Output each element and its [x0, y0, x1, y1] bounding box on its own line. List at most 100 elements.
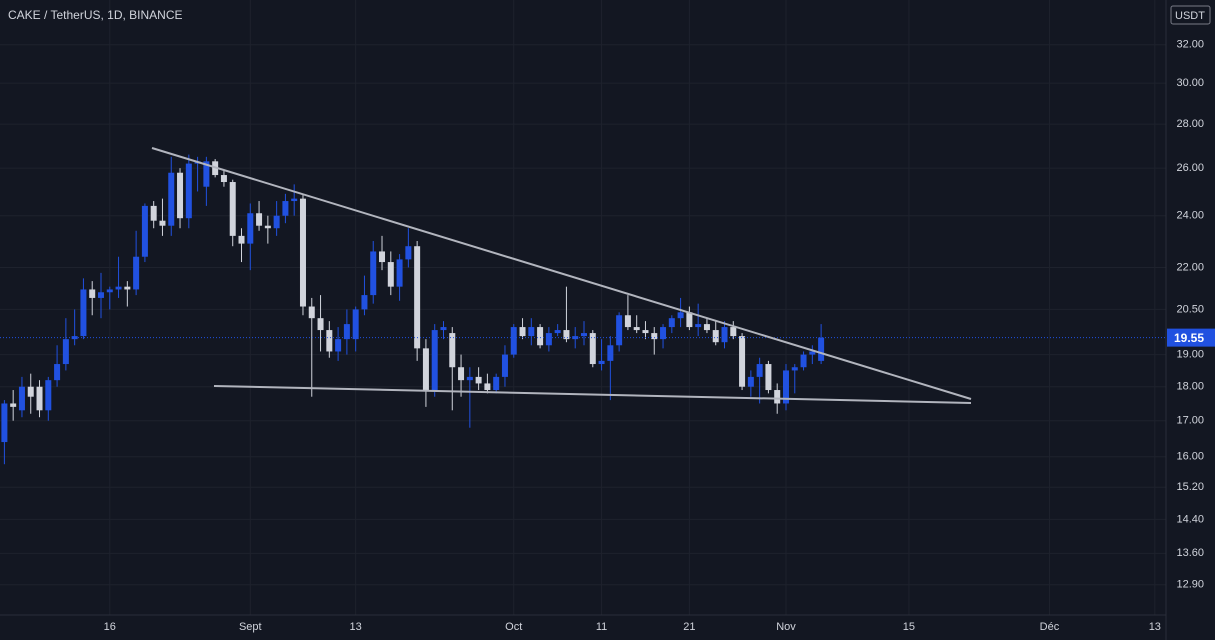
candle-body: [335, 339, 342, 352]
y-tick-label: 28.00: [1176, 118, 1204, 130]
candle-body: [203, 161, 210, 187]
candle-body: [168, 172, 175, 226]
candle-body: [642, 330, 649, 334]
candle-body: [27, 386, 34, 397]
candle-body: [440, 327, 447, 331]
candle-body: [589, 333, 596, 365]
candle-body: [449, 333, 456, 368]
trendline-upper: [151, 147, 972, 400]
candle-body: [97, 292, 104, 298]
x-tick-label: 13: [1149, 621, 1161, 633]
candle-body: [282, 201, 289, 216]
y-tick-label: 18.00: [1176, 381, 1204, 393]
y-tick-label: 32.00: [1176, 39, 1204, 51]
candle-body: [703, 324, 710, 331]
x-tick-label: 21: [683, 621, 695, 633]
candle-body: [133, 256, 140, 290]
candle-body: [141, 205, 148, 257]
y-tick-label: 15.20: [1176, 481, 1204, 493]
candle-body: [581, 333, 587, 337]
candle-body: [379, 251, 386, 263]
y-tick-label: 14.40: [1176, 513, 1204, 525]
candle-body: [264, 225, 271, 229]
y-tick-label: 17.00: [1176, 415, 1204, 427]
candle-body: [528, 327, 535, 337]
x-tick-label: 13: [350, 621, 362, 633]
candle-body: [291, 198, 298, 202]
currency-label: USDT: [1175, 10, 1205, 22]
candle-body: [308, 306, 315, 319]
candle-body: [756, 364, 763, 377]
candle-body: [519, 327, 526, 337]
candle-body: [624, 315, 631, 328]
candle-body: [747, 376, 754, 387]
candle-body: [238, 235, 245, 244]
candle-body: [343, 324, 350, 340]
candle-body: [598, 360, 605, 365]
candle-body: [458, 367, 465, 381]
candle-body: [124, 286, 131, 290]
y-tick-label: 22.00: [1176, 261, 1204, 273]
candle-body: [484, 383, 491, 391]
y-tick-label: 16.00: [1176, 451, 1204, 463]
candle-body: [299, 198, 306, 307]
candle-body: [668, 318, 675, 328]
candle-body: [414, 246, 421, 349]
x-tick-label: 15: [903, 621, 915, 633]
candle-body: [800, 354, 807, 368]
currency-box[interactable]: [1170, 5, 1211, 25]
candle-body: [537, 327, 544, 346]
x-tick-label: 11: [596, 621, 607, 633]
y-tick-label: 26.00: [1176, 162, 1204, 174]
candle-body: [466, 376, 473, 381]
candle-body: [695, 324, 702, 328]
candle-body: [352, 309, 359, 340]
x-tick-label: Oct: [505, 621, 522, 633]
candle-body: [36, 386, 43, 411]
candle-body: [45, 380, 52, 411]
candle-body: [62, 339, 69, 365]
candle-body: [616, 315, 623, 346]
x-tick-label: 16: [104, 621, 116, 633]
last-price-label: 19.55: [1174, 331, 1204, 345]
candle-body: [1, 403, 8, 443]
candle-body: [396, 259, 403, 287]
candle-body: [633, 327, 640, 331]
last-price-box: [1167, 328, 1215, 347]
x-tick-label: Déc: [1040, 621, 1060, 633]
candle-body: [712, 330, 719, 343]
candle-body: [739, 336, 746, 387]
y-tick-label: 12.90: [1176, 579, 1204, 591]
candle-body: [510, 327, 517, 355]
candle-body: [247, 213, 254, 244]
candle-body: [686, 312, 693, 328]
candles: [0, 154, 1166, 465]
candle-body: [71, 336, 78, 340]
candle-body: [651, 333, 658, 340]
y-tick-label: 20.50: [1176, 303, 1204, 315]
y-tick-label: 13.60: [1176, 547, 1204, 559]
candle-body: [229, 182, 236, 236]
x-tick-label: Sept: [239, 621, 262, 633]
candle-body: [405, 246, 412, 260]
candle-body: [660, 327, 667, 340]
candle-body: [273, 215, 280, 229]
candle-body: [493, 376, 500, 391]
candle-body: [782, 370, 789, 404]
candle-body: [370, 251, 377, 296]
x-tick-label: Nov: [776, 621, 796, 633]
candle-body: [818, 337, 825, 361]
candle-body: [422, 348, 429, 391]
candle-body: [721, 327, 728, 343]
candle-body: [774, 390, 781, 404]
candle-body: [501, 354, 508, 377]
candle-body: [607, 345, 614, 361]
candle-body: [89, 289, 96, 298]
axes: 32.00 30.00 28.00 26.00 24.00 22.00 20.50 19.00…: [104, 39, 1215, 633]
candle-body: [765, 364, 772, 391]
candle-body: [80, 289, 87, 337]
candle-body: [791, 367, 798, 371]
y-tick-label: 19.00: [1176, 348, 1204, 360]
candle-body: [431, 330, 438, 391]
